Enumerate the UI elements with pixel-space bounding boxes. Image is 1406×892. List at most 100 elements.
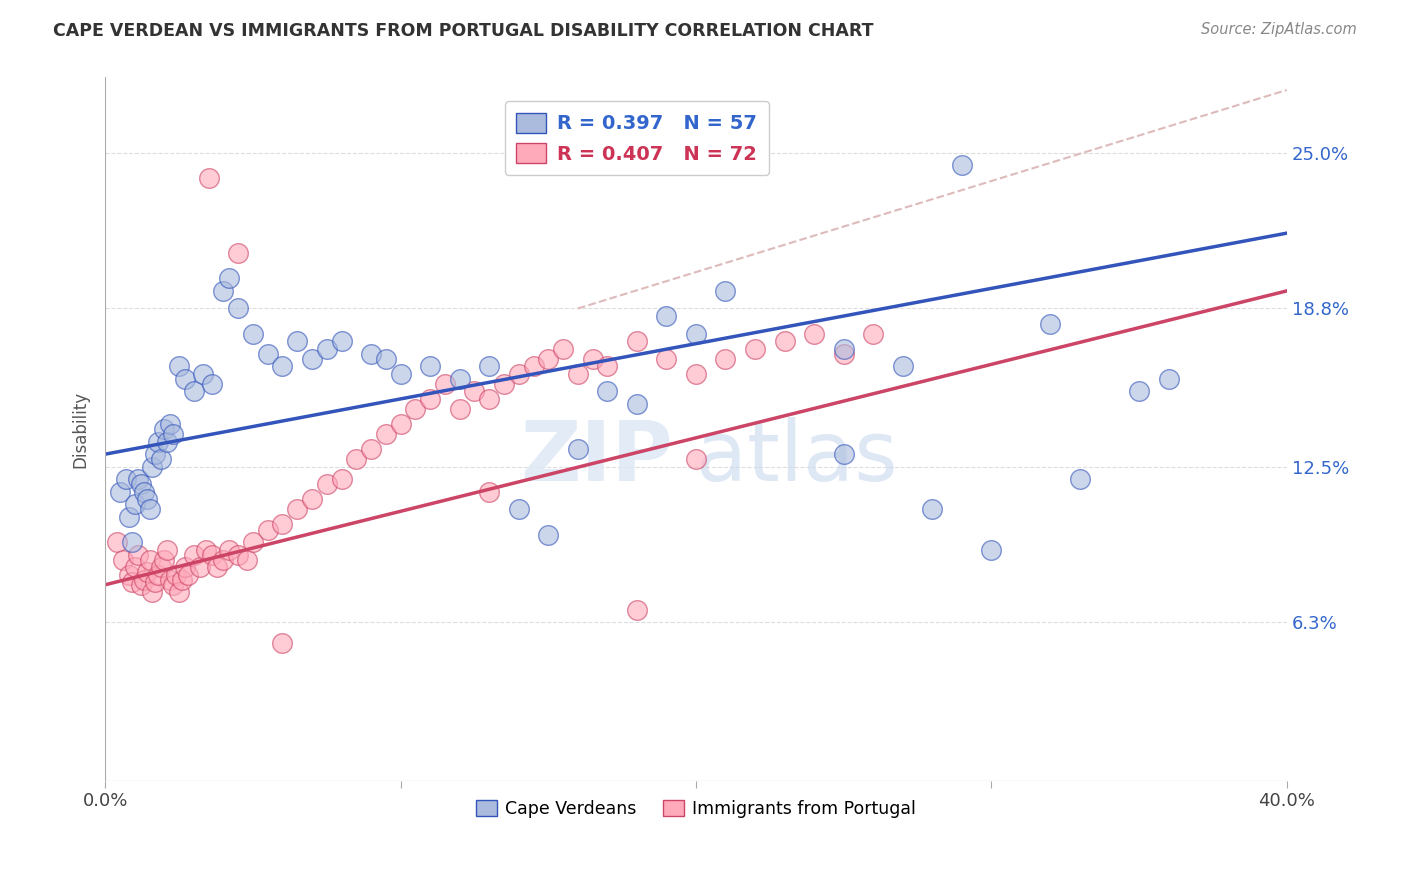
Point	[226, 548, 249, 562]
Point	[1157, 372, 1180, 386]
Point	[170, 573, 193, 587]
Point	[159, 417, 181, 431]
Point	[1128, 384, 1150, 399]
Point	[138, 552, 160, 566]
Point	[148, 434, 170, 449]
Point	[508, 367, 530, 381]
Point	[145, 575, 167, 590]
Point	[156, 542, 179, 557]
Point	[124, 560, 146, 574]
Point	[159, 573, 181, 587]
Point	[389, 417, 412, 431]
Point	[132, 484, 155, 499]
Point	[404, 401, 426, 416]
Point	[449, 372, 471, 386]
Point	[165, 567, 187, 582]
Point	[162, 427, 184, 442]
Point	[301, 351, 323, 366]
Point	[108, 484, 131, 499]
Point	[141, 585, 163, 599]
Point	[374, 427, 396, 442]
Point	[135, 565, 157, 579]
Point	[191, 367, 214, 381]
Point	[832, 447, 855, 461]
Point	[433, 376, 456, 391]
Point	[150, 452, 173, 467]
Point	[685, 452, 707, 467]
Point	[200, 376, 222, 391]
Point	[596, 359, 619, 374]
Point	[183, 384, 205, 399]
Point	[256, 523, 278, 537]
Point	[581, 351, 603, 366]
Point	[360, 347, 382, 361]
Point	[129, 477, 152, 491]
Point	[285, 334, 308, 348]
Text: CAPE VERDEAN VS IMMIGRANTS FROM PORTUGAL DISABILITY CORRELATION CHART: CAPE VERDEAN VS IMMIGRANTS FROM PORTUGAL…	[53, 22, 875, 40]
Point	[174, 560, 197, 574]
Point	[832, 342, 855, 356]
Point	[803, 326, 825, 341]
Point	[330, 334, 353, 348]
Point	[115, 472, 138, 486]
Point	[478, 359, 501, 374]
Point	[655, 309, 678, 323]
Point	[921, 502, 943, 516]
Point	[271, 517, 294, 532]
Point	[226, 246, 249, 260]
Point	[832, 347, 855, 361]
Point	[153, 552, 176, 566]
Point	[194, 542, 217, 557]
Point	[218, 271, 240, 285]
Point	[153, 422, 176, 436]
Point	[685, 326, 707, 341]
Point	[360, 442, 382, 457]
Point	[177, 567, 200, 582]
Point	[714, 284, 737, 298]
Point	[567, 442, 589, 457]
Point	[714, 351, 737, 366]
Point	[132, 573, 155, 587]
Point	[197, 170, 219, 185]
Point	[226, 301, 249, 316]
Point	[463, 384, 485, 399]
Point	[148, 567, 170, 582]
Point	[174, 372, 197, 386]
Point	[980, 542, 1002, 557]
Point	[218, 542, 240, 557]
Point	[551, 342, 574, 356]
Point	[236, 552, 259, 566]
Point	[212, 284, 235, 298]
Legend: Cape Verdeans, Immigrants from Portugal: Cape Verdeans, Immigrants from Portugal	[468, 793, 924, 825]
Point	[508, 502, 530, 516]
Point	[567, 367, 589, 381]
Point	[537, 527, 560, 541]
Point	[744, 342, 766, 356]
Point	[118, 567, 141, 582]
Point	[330, 472, 353, 486]
Point	[127, 548, 149, 562]
Point	[492, 376, 515, 391]
Point	[478, 392, 501, 406]
Point	[271, 635, 294, 649]
Point	[111, 552, 134, 566]
Point	[685, 367, 707, 381]
Point	[242, 326, 264, 341]
Point	[129, 578, 152, 592]
Point	[138, 502, 160, 516]
Point	[118, 510, 141, 524]
Point	[141, 459, 163, 474]
Point	[167, 585, 190, 599]
Point	[596, 384, 619, 399]
Point	[655, 351, 678, 366]
Point	[374, 351, 396, 366]
Point	[522, 359, 544, 374]
Y-axis label: Disability: Disability	[72, 391, 89, 467]
Point	[419, 359, 441, 374]
Point	[145, 447, 167, 461]
Point	[162, 578, 184, 592]
Point	[891, 359, 914, 374]
Point	[207, 560, 229, 574]
Point	[212, 552, 235, 566]
Point	[121, 575, 143, 590]
